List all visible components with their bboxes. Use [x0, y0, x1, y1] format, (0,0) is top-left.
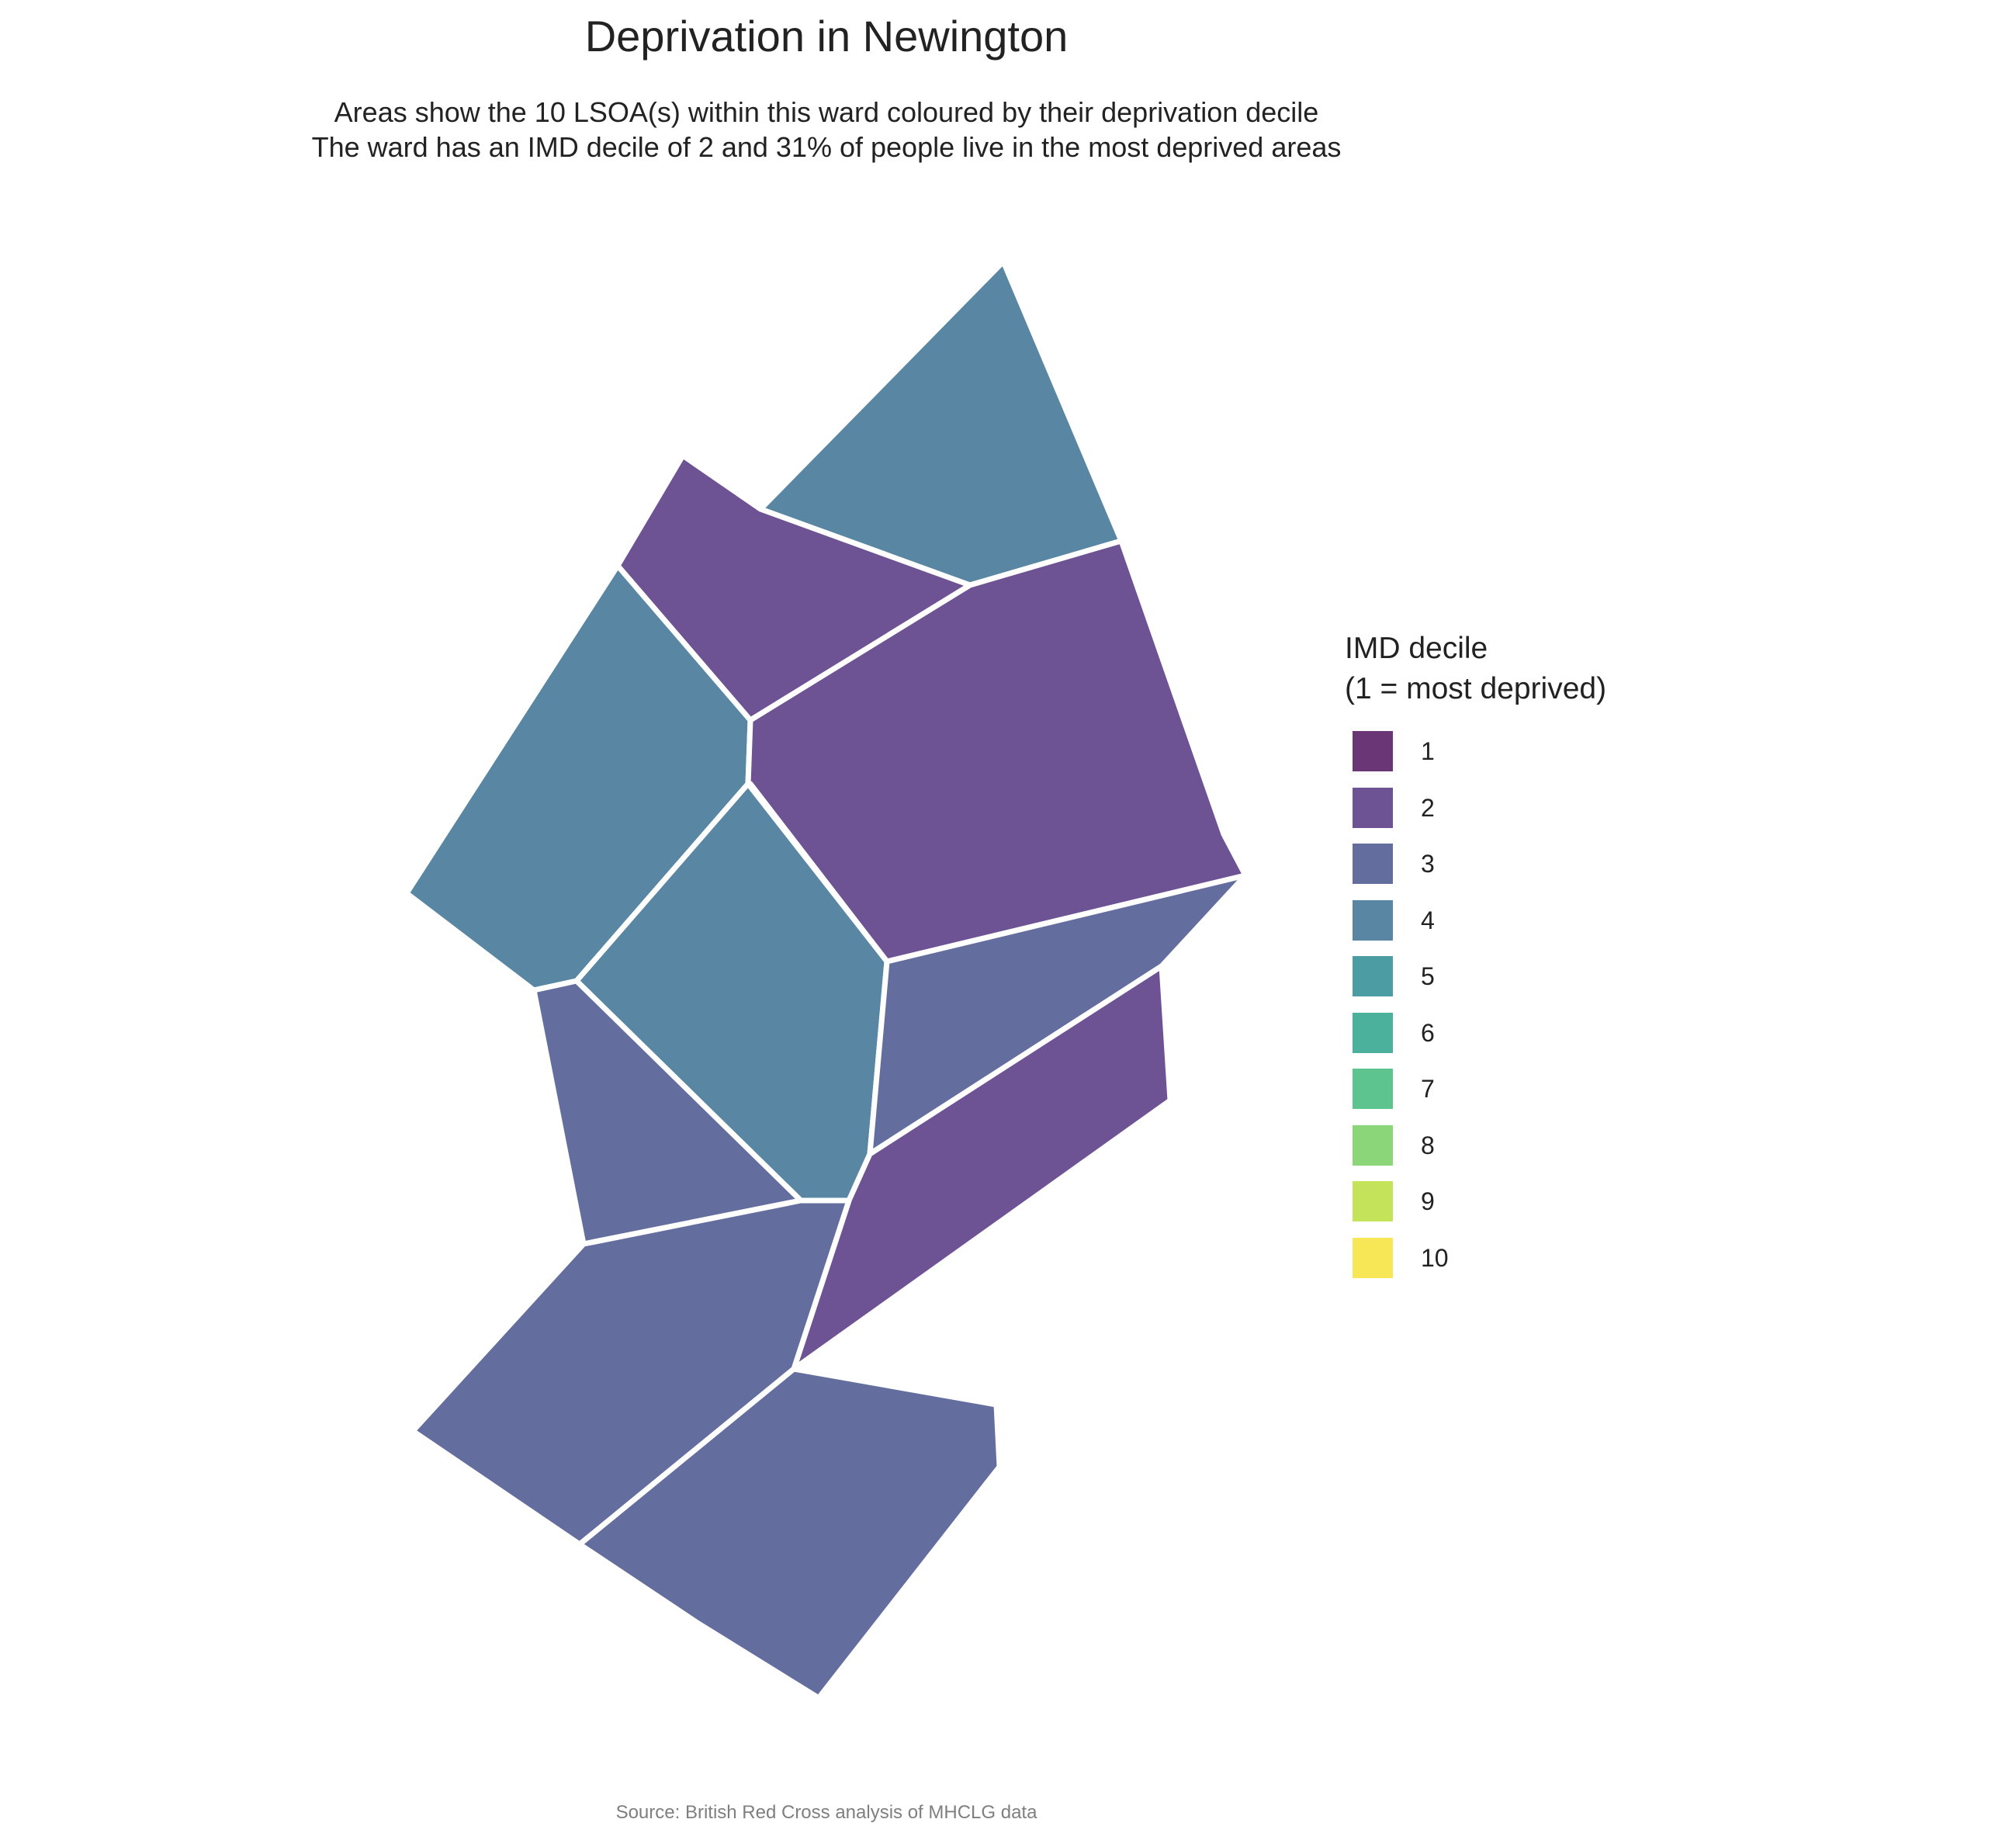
- legend-label: 9: [1421, 1187, 1435, 1215]
- legend-swatch: [1353, 899, 1393, 941]
- map-title: Deprivation in Newington: [584, 12, 1069, 61]
- legend-swatch: [1353, 1237, 1393, 1278]
- legend-swatch: [1353, 1012, 1393, 1053]
- legend-label: 7: [1421, 1075, 1435, 1103]
- legend: IMD decile (1 = most deprived) 1 2 3 4 5…: [1345, 629, 1606, 1294]
- legend-item: 3: [1345, 844, 1606, 900]
- legend-item: 5: [1345, 956, 1606, 1013]
- legend-item: 1: [1345, 731, 1606, 788]
- legend-title: IMD decile (1 = most deprived): [1345, 629, 1606, 709]
- legend-label: 6: [1421, 1018, 1435, 1047]
- legend-item: 10: [1345, 1237, 1606, 1294]
- lsoa-far-south: [577, 1366, 1003, 1701]
- legend-label: 5: [1421, 962, 1435, 990]
- subtitle-line-1: Areas show the 10 LSOA(s) within this wa…: [334, 96, 1319, 128]
- legend-title-line-1: IMD decile: [1345, 632, 1488, 665]
- source-caption: Source: British Red Cross analysis of MH…: [615, 1802, 1037, 1823]
- legend-swatch: [1353, 1069, 1393, 1109]
- legend-swatch: [1353, 956, 1393, 996]
- legend-swatch: [1353, 731, 1393, 771]
- lsoa-south-east: [791, 963, 1173, 1372]
- legend-item: 8: [1345, 1124, 1606, 1182]
- legend-title-line-2: (1 = most deprived): [1345, 672, 1607, 705]
- legend-label: 3: [1421, 850, 1435, 878]
- legend-label: 1: [1421, 737, 1435, 765]
- legend-items: 1 2 3 4 5 6 7 8 9 10: [1345, 731, 1606, 1294]
- legend-label: 2: [1421, 793, 1435, 822]
- legend-item: 7: [1345, 1069, 1606, 1125]
- legend-item: 2: [1345, 787, 1606, 844]
- legend-swatch: [1353, 844, 1393, 884]
- legend-swatch: [1353, 787, 1393, 828]
- legend-label: 10: [1421, 1243, 1449, 1272]
- legend-item: 6: [1345, 1012, 1606, 1069]
- legend-item: 4: [1345, 899, 1606, 957]
- legend-swatch: [1353, 1124, 1393, 1166]
- legend-label: 8: [1421, 1131, 1435, 1159]
- legend-swatch: [1353, 1181, 1393, 1221]
- legend-item: 9: [1345, 1181, 1606, 1238]
- subtitle-line-2: The ward has an IMD decile of 2 and 31% …: [311, 131, 1342, 163]
- legend-label: 4: [1421, 906, 1435, 934]
